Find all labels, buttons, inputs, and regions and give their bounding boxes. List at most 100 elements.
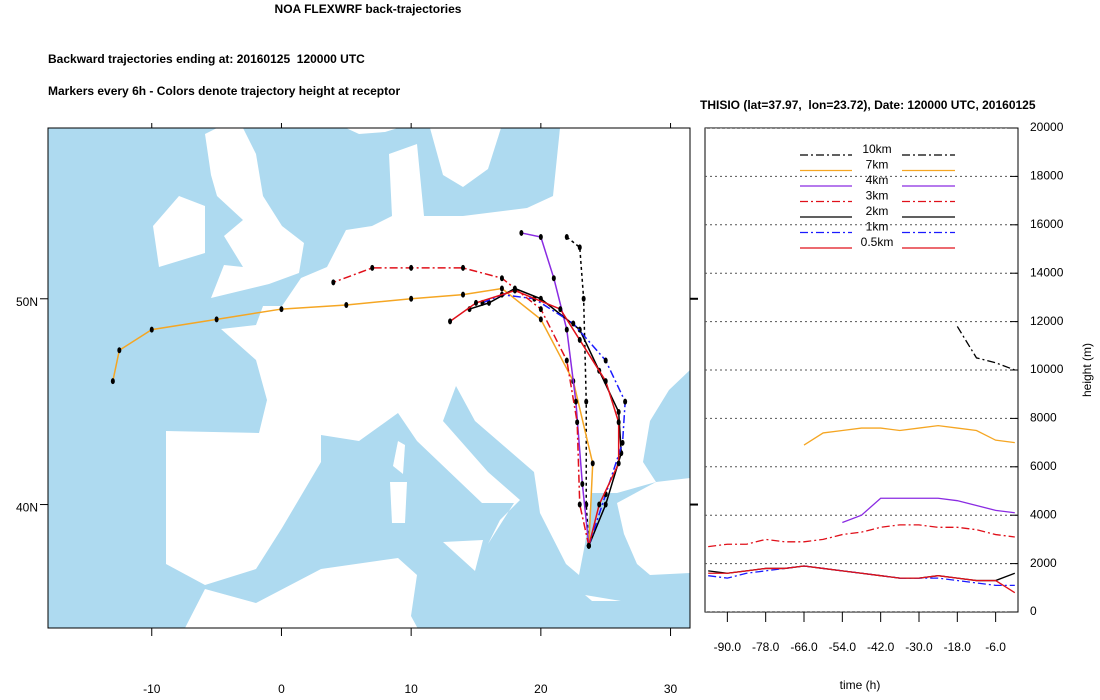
y-tick-label: 14000 bbox=[1030, 265, 1064, 279]
marker bbox=[603, 357, 608, 364]
x-axis-label: time (h) bbox=[840, 678, 881, 692]
land bbox=[393, 441, 405, 474]
series-line bbox=[708, 524, 1015, 548]
land bbox=[443, 540, 483, 571]
y-tick-label: 12000 bbox=[1030, 314, 1064, 328]
marker bbox=[603, 378, 608, 385]
marker bbox=[519, 229, 524, 236]
x-tick-label: -10 bbox=[143, 682, 161, 696]
marker bbox=[409, 295, 414, 302]
land bbox=[205, 128, 304, 298]
y-tick-label: 2000 bbox=[1030, 556, 1057, 570]
plot-title: THISIO (lat=37.97, lon=23.72), Date: 120… bbox=[700, 98, 1036, 112]
x-tick-label: -6.0 bbox=[985, 640, 1006, 654]
map-frame bbox=[47, 127, 691, 629]
marker bbox=[279, 306, 284, 313]
y-tick-label: 6000 bbox=[1030, 459, 1057, 473]
trajectory bbox=[333, 267, 590, 546]
marker bbox=[551, 275, 556, 282]
x-tick-label: 0 bbox=[278, 682, 285, 696]
y-tick-label: 18000 bbox=[1030, 169, 1064, 183]
marker bbox=[616, 408, 621, 415]
map bbox=[48, 128, 690, 628]
marker bbox=[474, 299, 478, 306]
marker bbox=[584, 398, 589, 405]
subtitle: Backward trajectories ending at: 2016012… bbox=[48, 52, 365, 66]
marker bbox=[499, 285, 504, 292]
y-tick-label: 40N bbox=[16, 501, 38, 515]
marker bbox=[577, 336, 582, 343]
marker bbox=[564, 326, 569, 333]
marker bbox=[538, 234, 543, 241]
marker bbox=[486, 299, 491, 306]
marker bbox=[586, 542, 591, 549]
land bbox=[153, 196, 205, 267]
marker bbox=[616, 419, 621, 426]
marker bbox=[214, 316, 219, 323]
marker bbox=[538, 306, 543, 313]
marker bbox=[331, 279, 336, 286]
marker bbox=[448, 318, 453, 325]
y-tick-label: 10000 bbox=[1030, 362, 1064, 376]
land bbox=[346, 128, 398, 134]
legend-label: 7km bbox=[866, 158, 889, 172]
x-tick-label: -54.0 bbox=[829, 640, 857, 654]
x-tick-label: -78.0 bbox=[752, 640, 780, 654]
marker bbox=[149, 326, 154, 333]
x-tick-label: 30 bbox=[664, 682, 678, 696]
marker bbox=[461, 264, 466, 271]
series-line bbox=[842, 497, 1015, 524]
marker bbox=[370, 264, 375, 271]
marker bbox=[575, 419, 580, 426]
marker bbox=[616, 460, 621, 467]
x-tick-label: -30.0 bbox=[905, 640, 933, 654]
land bbox=[166, 128, 690, 585]
series-line bbox=[956, 326, 1016, 371]
x-tick-label: -66.0 bbox=[790, 640, 818, 654]
land bbox=[617, 478, 690, 575]
y-tick-label: 20000 bbox=[1030, 120, 1064, 134]
marker bbox=[344, 301, 349, 308]
legend-label: 1km bbox=[866, 220, 889, 234]
marker bbox=[564, 357, 569, 364]
land bbox=[185, 558, 418, 628]
marker bbox=[499, 275, 504, 282]
legend-label: 2km bbox=[866, 204, 889, 218]
y-tick-label: 0 bbox=[1030, 604, 1037, 618]
marker bbox=[110, 378, 115, 385]
marker bbox=[577, 244, 582, 251]
x-tick-label: -18.0 bbox=[944, 640, 972, 654]
land bbox=[430, 128, 501, 187]
legend-label: 4km bbox=[866, 173, 889, 187]
y-tick-label: 50N bbox=[16, 295, 38, 309]
land bbox=[585, 595, 621, 601]
note: Markers every 6h - Colors denote traject… bbox=[48, 84, 400, 98]
land bbox=[390, 482, 407, 523]
marker bbox=[577, 326, 582, 333]
marker bbox=[461, 291, 466, 298]
marker bbox=[590, 460, 595, 467]
x-tick-label: 10 bbox=[404, 682, 418, 696]
marker bbox=[620, 439, 625, 446]
marker bbox=[577, 501, 582, 508]
marker bbox=[558, 306, 563, 313]
series-line bbox=[708, 565, 1016, 594]
legend-label: 10km bbox=[862, 142, 891, 156]
marker bbox=[597, 501, 602, 508]
marker bbox=[573, 398, 578, 405]
y-axis-label: height (m) bbox=[1080, 343, 1094, 397]
marker bbox=[603, 501, 608, 508]
x-tick-label: -90.0 bbox=[714, 640, 742, 654]
series-line bbox=[803, 425, 1015, 446]
page-title: NOA FLEXWRF back-trajectories bbox=[275, 2, 462, 16]
x-tick-label: -42.0 bbox=[867, 640, 895, 654]
marker bbox=[512, 287, 517, 294]
marker bbox=[538, 316, 543, 323]
y-tick-label: 8000 bbox=[1030, 411, 1057, 425]
series-line bbox=[708, 565, 1015, 587]
plot-area bbox=[705, 128, 1018, 612]
marker bbox=[564, 234, 569, 241]
x-tick-label: 20 bbox=[534, 682, 548, 696]
